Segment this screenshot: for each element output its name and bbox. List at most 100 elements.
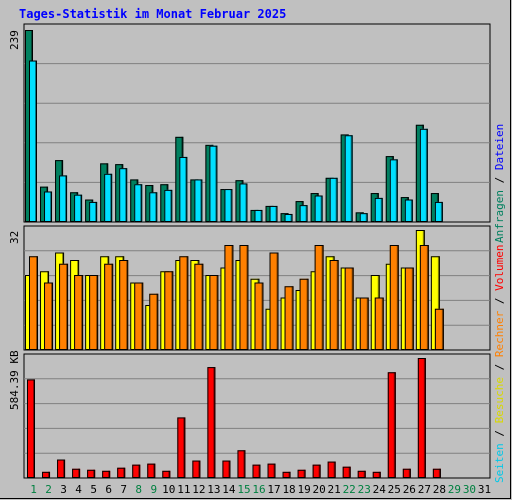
axis-max-label-hits: 239 <box>8 30 21 50</box>
bar-rechner-day-27-face <box>419 245 429 350</box>
bar-dateien-day-22-face <box>344 135 353 222</box>
bar-rechner-day-4-outline <box>74 275 84 350</box>
legend-hits-files-part-1: / <box>493 170 506 190</box>
bar-dateien-day-24 <box>374 197 383 222</box>
bar-volumen-day-10-face <box>162 470 171 478</box>
legend-visits-volume: Seiten / Besuche / Rechner / Volumen <box>493 245 506 483</box>
bar-dateien-day-17-outline <box>269 205 278 223</box>
bar-dateien-day-8-face <box>134 184 143 222</box>
bar-dateien-day-21-outline <box>329 177 338 223</box>
bar-volumen-day-24-face <box>372 471 381 478</box>
bar-rechner-day-4-face <box>74 275 84 350</box>
bar-rechner-day-3-face <box>59 263 69 350</box>
bar-volumen-day-11 <box>177 417 186 478</box>
bar-dateien-day-19-face <box>299 205 308 222</box>
bar-volumen-day-26-face <box>402 468 411 478</box>
bar-dateien-day-22 <box>344 135 353 222</box>
bar-dateien-day-25-outline <box>389 159 398 222</box>
bar-dateien-day-28-outline <box>434 201 443 223</box>
bar-dateien-day-8 <box>134 184 143 222</box>
bar-volumen-day-27-face <box>417 358 426 478</box>
legend-visits-volume-part-0: Seiten <box>493 443 506 483</box>
bar-rechner-day-11-face <box>179 256 189 350</box>
x-tick-label-day-31: 31 <box>478 483 491 496</box>
x-tick-label-day-8: 8 <box>135 483 142 496</box>
bar-volumen-day-19-outline <box>297 469 306 479</box>
legend-visits-volume-part-6: Volumen <box>493 245 506 291</box>
bar-dateien-day-12-outline <box>194 179 203 222</box>
legend-visits-volume-part-4: Rechner <box>493 310 506 357</box>
bar-dateien-day-7-outline <box>119 168 128 223</box>
bar-volumen-day-24 <box>372 471 381 478</box>
bar-rechner-day-13-outline <box>209 275 219 350</box>
bar-volumen-day-20-outline <box>312 464 321 478</box>
bar-rechner-day-21-face <box>329 260 339 350</box>
x-tick-label-day-2: 2 <box>45 483 52 496</box>
bar-volumen-day-5-outline <box>87 469 96 479</box>
x-tick-label-day-16: 16 <box>252 483 265 496</box>
bar-volumen-day-25 <box>387 372 396 479</box>
bar-volumen-day-2-face <box>42 471 51 478</box>
bar-rechner-day-5-outline <box>89 275 99 350</box>
legend-hits-files-part-0: Anfragen <box>493 190 506 243</box>
bar-dateien-day-16 <box>254 209 263 222</box>
bar-dateien-day-1-face <box>29 60 37 223</box>
bar-dateien-day-26-outline <box>404 199 413 222</box>
bar-dateien-day-1 <box>29 60 37 223</box>
bar-volumen-day-8 <box>132 464 141 478</box>
bar-volumen-day-19-face <box>297 469 306 478</box>
axis-max-label-volume: 584.39 KB <box>8 350 21 410</box>
bar-dateien-day-27 <box>419 128 428 223</box>
bar-volumen-day-7-outline <box>117 467 126 478</box>
bar-dateien-day-2-outline <box>44 191 53 223</box>
bar-volumen-day-22-face <box>342 466 351 478</box>
bar-dateien-day-23-face <box>359 213 368 222</box>
axis-max-label-visits: 32 <box>8 231 21 244</box>
chart-title: Tages-Statistik im Monat Februar 2025 <box>19 7 287 21</box>
legend-hits-files: Anfragen / Dateien <box>493 124 506 243</box>
bar-dateien-day-11-face <box>179 156 188 222</box>
bar-volumen-day-15 <box>237 450 246 478</box>
bar-rechner-day-1-outline <box>29 256 38 350</box>
bar-volumen-day-6-outline <box>102 470 111 478</box>
bar-volumen-day-18 <box>282 471 291 478</box>
bar-volumen-day-7-face <box>117 467 126 478</box>
x-tick-label-day-30: 30 <box>463 483 476 496</box>
bar-rechner-day-18 <box>284 286 294 350</box>
bar-dateien-day-15-outline <box>239 183 248 222</box>
bar-dateien-day-6 <box>104 173 113 222</box>
bar-rechner-day-19 <box>299 278 309 350</box>
bar-dateien-day-25-face <box>389 159 398 222</box>
bar-volumen-day-25-outline <box>387 372 396 479</box>
bar-dateien-day-21 <box>329 177 338 223</box>
bar-rechner-day-18-face <box>284 286 294 350</box>
bar-volumen-day-9 <box>147 463 156 478</box>
x-tick-label-day-17: 17 <box>267 483 280 496</box>
bar-volumen-day-21 <box>327 461 336 478</box>
x-tick-label-day-3: 3 <box>60 483 67 496</box>
bar-volumen-day-11-outline <box>177 417 186 478</box>
x-tick-label-day-29: 29 <box>448 483 461 496</box>
bar-volumen-day-21-outline <box>327 461 336 478</box>
bar-rechner-day-12-face <box>194 263 204 350</box>
bar-volumen-day-22 <box>342 466 351 479</box>
bar-rechner-day-22-face <box>344 267 354 350</box>
bar-volumen-day-14-outline <box>222 460 231 478</box>
bar-rechner-day-12 <box>194 263 204 350</box>
x-tick-label-day-24: 24 <box>373 483 387 496</box>
x-tick-label-day-15: 15 <box>237 483 250 496</box>
bar-volumen-day-11-face <box>177 417 186 478</box>
legend-visits-volume-part-3: / <box>493 357 506 377</box>
legend-visits-volume-part-1: / <box>493 423 506 443</box>
bar-volumen-day-26-outline <box>402 468 411 478</box>
bar-rechner-day-26 <box>404 267 414 350</box>
bar-volumen-day-4 <box>72 468 81 478</box>
bar-rechner-day-25-outline <box>389 245 399 350</box>
bar-dateien-day-18-face <box>284 213 293 222</box>
bar-dateien-day-27-face <box>419 128 428 222</box>
x-tick-label-day-4: 4 <box>75 483 82 496</box>
bar-dateien-day-7-face <box>119 168 128 222</box>
bar-volumen-day-16-face <box>252 464 261 478</box>
bar-volumen-day-12 <box>192 460 201 478</box>
bar-rechner-day-2-outline <box>44 282 54 350</box>
